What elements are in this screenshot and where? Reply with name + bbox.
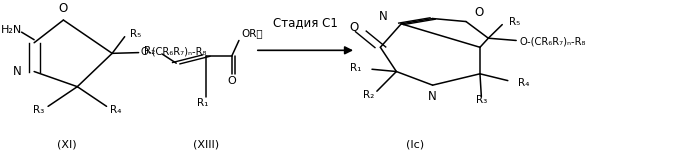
Text: R₄: R₄ — [110, 105, 121, 115]
Text: (Ic): (Ic) — [406, 139, 424, 149]
Text: R₁: R₁ — [197, 98, 209, 108]
Text: R₃: R₃ — [476, 95, 487, 105]
Text: R₅: R₅ — [130, 29, 141, 39]
Text: (XI): (XI) — [57, 139, 77, 149]
Text: OR꜀: OR꜀ — [241, 28, 262, 38]
Text: O-(CR₆R₇)ₙ-R₈: O-(CR₆R₇)ₙ-R₈ — [140, 47, 207, 57]
Text: (XIII): (XIII) — [193, 139, 219, 149]
Text: O: O — [349, 21, 359, 34]
Text: N: N — [13, 65, 22, 78]
Text: N: N — [378, 10, 387, 23]
Text: O: O — [228, 76, 237, 86]
Text: N: N — [428, 90, 437, 103]
Text: Стадия С1: Стадия С1 — [273, 17, 338, 30]
Text: O: O — [59, 2, 68, 15]
Text: R₁: R₁ — [350, 63, 362, 73]
Text: O-(CR₆R₇)ₙ-R₈: O-(CR₆R₇)ₙ-R₈ — [520, 36, 586, 46]
Text: H₂N: H₂N — [1, 25, 22, 35]
Text: O: O — [475, 6, 484, 19]
Text: R₄: R₄ — [519, 78, 530, 88]
Text: R₂: R₂ — [144, 46, 156, 56]
Text: R₅: R₅ — [510, 16, 521, 26]
Text: R₃: R₃ — [34, 105, 45, 115]
Text: R₂: R₂ — [363, 90, 374, 100]
